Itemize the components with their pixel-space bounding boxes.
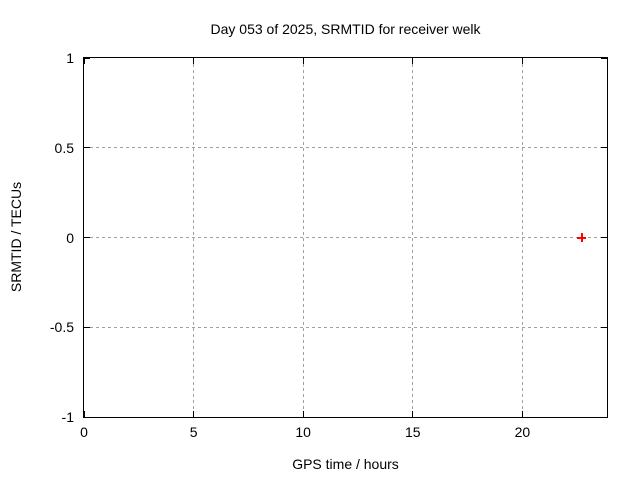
x-tick-label: 15 [404,424,421,440]
x-axis-label: GPS time / hours [292,456,399,472]
x-tick-mark-bottom [521,411,523,417]
y-tick-mark-right [601,57,607,59]
x-tick-mark-top [412,58,414,64]
y-tick-mark-right [601,237,607,238]
gridline-horizontal [84,237,607,238]
y-tick-mark-right [601,147,607,149]
y-tick-mark-left [84,57,90,59]
gridline-horizontal [84,326,607,328]
y-tick-label: -1 [61,409,74,425]
y-tick-mark-right [601,416,607,418]
y-tick-label: 0.5 [54,139,74,156]
x-tick-mark-bottom [412,411,414,417]
x-tick-mark-top [302,58,304,64]
x-tick-mark-top [521,58,523,64]
chart-title: Day 053 of 2025, SRMTID for receiver wel… [210,21,481,37]
plot-area: 0 5 10 15 20 -1 -0.5 0 0.5 1 [50,50,608,440]
y-tick-mark-left [84,147,90,149]
y-tick-mark-left [84,237,90,238]
x-tick-label: 10 [295,424,311,440]
data-point-marker [577,233,587,242]
y-tick-label: 0 [66,229,74,246]
y-tick-label: -0.5 [49,319,74,336]
x-tick-mark-top [83,58,85,64]
x-tick-label: 5 [189,424,198,440]
x-tick-mark-top [193,58,195,64]
x-tick-mark-bottom [83,411,85,417]
marker-bar-vertical [580,233,583,242]
y-tick-mark-left [84,416,90,418]
gridline-horizontal [84,147,607,149]
x-tick-mark-bottom [302,411,304,417]
y-tick-mark-left [84,326,90,328]
y-tick-mark-right [601,326,607,328]
x-tick-label: 20 [514,424,531,440]
y-tick-label: 1 [66,50,74,66]
x-tick-label: 0 [80,424,88,440]
x-tick-mark-bottom [193,411,195,417]
